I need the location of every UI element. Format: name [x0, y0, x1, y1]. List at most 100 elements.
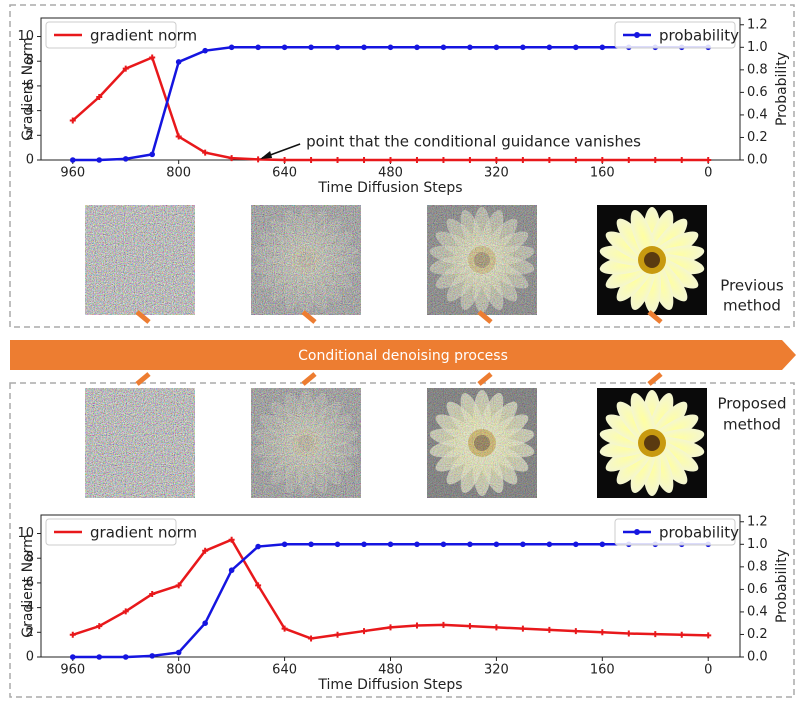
- y2-axis-label: Probability: [774, 52, 790, 126]
- point: [546, 44, 553, 51]
- legend-box: [614, 518, 736, 546]
- legend-marker: [634, 32, 640, 38]
- x-tick-label: 960: [60, 663, 85, 678]
- y2-tick-label: 0.0: [747, 153, 768, 168]
- sample-image: [597, 388, 707, 498]
- x-tick-label: 0: [704, 166, 712, 181]
- point: [467, 541, 473, 548]
- point: [281, 157, 288, 163]
- legend-label: gradient norm: [90, 27, 197, 45]
- sample-image: [597, 205, 707, 315]
- sample-image: [251, 388, 361, 498]
- point: [520, 44, 526, 51]
- legend-marker: [634, 529, 640, 535]
- point: [96, 94, 103, 101]
- point: [440, 157, 447, 163]
- sample-image: [85, 205, 195, 315]
- point: [202, 620, 208, 626]
- y-tick-label: 8: [26, 54, 34, 69]
- point: [149, 591, 156, 598]
- flower-core: [644, 435, 660, 451]
- x-tick-label: 640: [272, 663, 297, 678]
- point: [573, 541, 579, 548]
- proposed-label: Proposed: [717, 395, 786, 413]
- point: [413, 622, 420, 629]
- previous-label: method: [723, 297, 781, 315]
- y-tick-label: 6: [26, 78, 34, 93]
- annotation-arrowhead: [260, 151, 273, 159]
- x-axis-label: Time Diffusion Steps: [317, 677, 462, 693]
- y-tick-label: 10: [17, 29, 34, 44]
- previous-label: Previous: [720, 277, 784, 295]
- point: [228, 155, 235, 162]
- y2-tick-label: 1.0: [747, 40, 768, 55]
- point: [519, 157, 526, 163]
- point: [599, 44, 606, 51]
- point: [440, 541, 447, 548]
- point: [281, 625, 288, 632]
- x-tick-label: 320: [484, 166, 509, 181]
- point: [467, 44, 473, 51]
- x-tick-label: 960: [60, 166, 85, 181]
- step-arrow: [647, 310, 663, 324]
- point: [255, 582, 262, 589]
- point: [546, 541, 553, 548]
- previous-box: [9, 4, 795, 328]
- point: [122, 65, 129, 72]
- legend-label: gradient norm: [90, 524, 197, 542]
- y2-tick-label: 1.2: [747, 514, 768, 529]
- point: [440, 44, 447, 51]
- point: [414, 541, 420, 548]
- y-tick-label: 4: [26, 600, 34, 615]
- point: [175, 582, 182, 589]
- point: [678, 157, 685, 163]
- point: [652, 631, 659, 638]
- x-tick-label: 160: [590, 166, 615, 181]
- step-arrow: [647, 372, 663, 386]
- x-tick-label: 800: [166, 663, 191, 678]
- point: [678, 631, 685, 638]
- point: [361, 157, 368, 163]
- point: [334, 541, 341, 548]
- point: [573, 44, 579, 51]
- point: [334, 631, 341, 638]
- point: [387, 44, 394, 51]
- y-tick-label: 4: [26, 103, 34, 118]
- point: [175, 649, 182, 656]
- point: [572, 628, 579, 635]
- point: [387, 624, 394, 631]
- point: [599, 629, 606, 636]
- sample-image: [427, 205, 537, 315]
- y2-tick-label: 0.6: [747, 582, 768, 597]
- legend-box: [614, 21, 736, 49]
- noise: [251, 388, 361, 498]
- y-tick-label: 2: [26, 625, 34, 640]
- noise: [427, 205, 537, 315]
- point: [625, 157, 632, 163]
- point: [519, 625, 526, 632]
- y-axis-label: Gradient Norm: [20, 534, 36, 638]
- proposed-label: method: [723, 416, 781, 434]
- noise: [427, 388, 537, 498]
- point: [281, 44, 288, 51]
- point: [466, 157, 473, 163]
- point: [202, 47, 208, 54]
- y-tick-label: 6: [26, 575, 34, 590]
- sample-image: [85, 388, 195, 498]
- series-line: [72, 538, 709, 640]
- y-tick-label: 0: [26, 650, 34, 665]
- point: [255, 543, 261, 550]
- noise: [85, 388, 195, 498]
- y2-tick-label: 0.0: [747, 650, 768, 665]
- y2-tick-label: 0.2: [747, 130, 768, 145]
- point: [122, 654, 129, 660]
- step-arrow: [135, 310, 151, 324]
- point: [334, 157, 341, 163]
- legend-box: [45, 21, 177, 49]
- step-arrow: [301, 372, 317, 386]
- point: [69, 117, 76, 124]
- point: [69, 631, 76, 638]
- y-tick-label: 2: [26, 128, 34, 143]
- step-arrow: [477, 310, 493, 324]
- legend-label: probability: [659, 27, 739, 45]
